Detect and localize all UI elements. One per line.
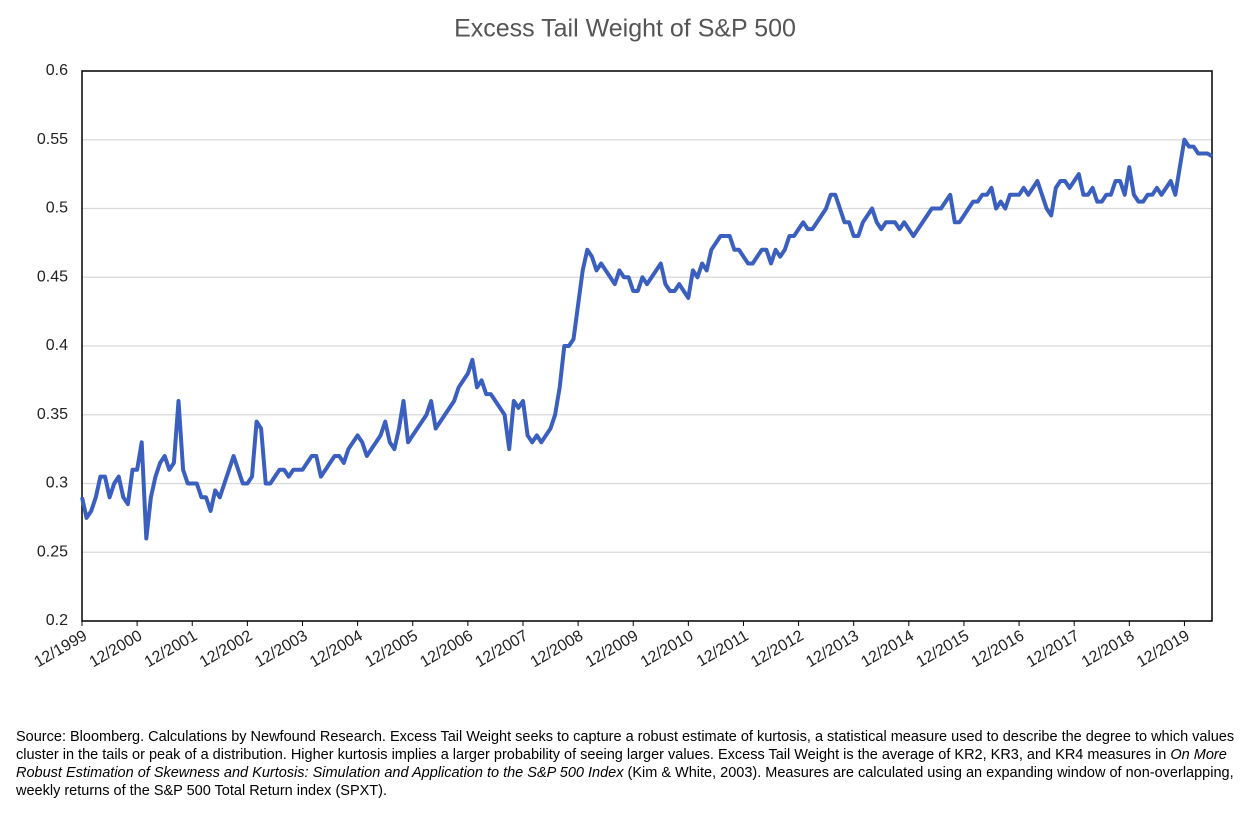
- data-line: [80, 137, 1214, 541]
- y-tick-label: 0.5: [46, 200, 68, 217]
- x-tick-label: 12/2001: [142, 627, 201, 671]
- x-tick-label: 12/2002: [197, 627, 256, 671]
- chart: Excess Tail Weight of S&P 500 0.2 0.25 0.3…: [32, 15, 1214, 671]
- y-tick-label: 0.55: [37, 131, 68, 148]
- plot-frame: [81, 70, 1213, 622]
- x-tick-label: 12/2008: [528, 627, 587, 671]
- page: Excess Tail Weight of S&P 500 0.2 0.25 0.3…: [16, 14, 1235, 799]
- y-tick-label: 0.4: [46, 337, 68, 354]
- x-tick-label: 12/2013: [803, 627, 862, 671]
- x-tick-label: 12/1999: [32, 627, 91, 671]
- x-tick-label: 12/2009: [583, 627, 642, 671]
- x-tick-label: 12/2012: [748, 627, 807, 671]
- x-tick-label: 12/2005: [362, 627, 421, 671]
- x-tick-label: 12/2019: [1134, 627, 1193, 671]
- note-italic: On More Robust Estimation of Skewness an…: [16, 747, 1227, 781]
- y-tick-label: 0.45: [37, 268, 68, 285]
- note-text: (Kim & White, 2003). Measures are calcul…: [16, 765, 1234, 799]
- x-tick-label: 12/2014: [858, 627, 917, 671]
- y-tick-label: 0.2: [46, 612, 68, 629]
- x-tick-label: 12/2007: [472, 627, 531, 671]
- x-tick-label: 12/2016: [969, 627, 1028, 671]
- x-tick-label: 12/2006: [417, 627, 476, 671]
- y-tick-label: 0.35: [37, 406, 68, 423]
- y-tick-label: 0.6: [46, 62, 68, 79]
- x-tick-label: 12/2010: [638, 627, 697, 671]
- x-tick-label: 12/2000: [87, 627, 146, 671]
- x-tick-label: 12/2003: [252, 627, 311, 671]
- note-text: Source: Bloomberg. Calculations by Newfo…: [16, 729, 1235, 763]
- x-tick-label: 12/2004: [307, 627, 366, 671]
- x-tick-label: 12/2018: [1079, 627, 1138, 671]
- x-tick-label: 12/2011: [694, 627, 752, 670]
- footnote: Source: Bloomberg. Calculations by Newfo…: [16, 728, 1238, 800]
- y-tick-label: 0.3: [46, 475, 68, 492]
- x-tick-label: 12/2017: [1024, 627, 1083, 671]
- y-tick-label: 0.25: [37, 543, 68, 560]
- chart-title: Excess Tail Weight of S&P 500: [454, 15, 796, 43]
- x-tick-label: 12/2015: [913, 627, 972, 671]
